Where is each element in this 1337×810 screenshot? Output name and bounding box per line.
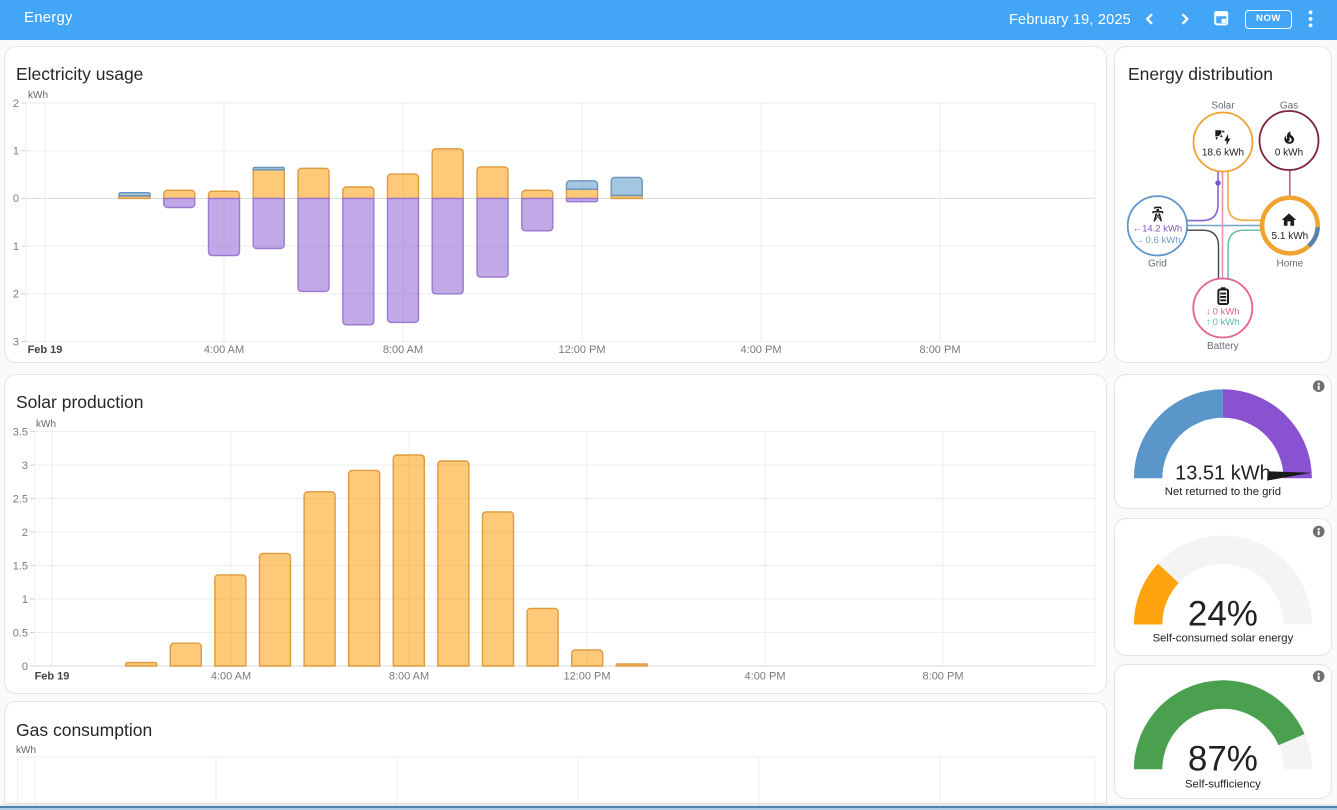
svg-text:Solar production: Solar production	[16, 392, 143, 412]
svg-text:4:00 AM: 4:00 AM	[211, 671, 251, 683]
svg-text:kWh: kWh	[28, 90, 48, 101]
svg-text:kWh: kWh	[36, 419, 56, 430]
svg-text:0.5: 0.5	[13, 627, 28, 639]
svg-text:12:00 PM: 12:00 PM	[563, 671, 610, 683]
svg-text:1: 1	[13, 241, 19, 253]
svg-text:13.51 kWh: 13.51 kWh	[1175, 463, 1271, 485]
svg-text:3: 3	[22, 460, 28, 472]
svg-text:2: 2	[13, 98, 19, 110]
svg-text:3.5: 3.5	[13, 426, 28, 438]
svg-text:Self-consumed solar energy: Self-consumed solar energy	[1153, 633, 1294, 645]
svg-text:8:00 PM: 8:00 PM	[920, 344, 961, 356]
svg-text:24%: 24%	[1188, 595, 1258, 634]
svg-text:Battery: Battery	[1207, 341, 1239, 352]
svg-text:→ 0.6 kWh: → 0.6 kWh	[1134, 235, 1180, 246]
svg-text:4:00 AM: 4:00 AM	[204, 344, 244, 356]
svg-text:Energy distribution: Energy distribution	[1128, 64, 1273, 84]
svg-text:Gas: Gas	[1280, 101, 1298, 112]
svg-text:0: 0	[22, 661, 28, 673]
svg-text:Feb 19: Feb 19	[35, 671, 70, 683]
svg-text:↓ 0 kWh: ↓ 0 kWh	[1206, 307, 1240, 318]
svg-text:0 kWh: 0 kWh	[1275, 147, 1303, 158]
svg-text:4:00 PM: 4:00 PM	[745, 671, 786, 683]
svg-text:8:00 AM: 8:00 AM	[383, 344, 423, 356]
svg-text:2: 2	[22, 527, 28, 539]
svg-text:18.6 kWh: 18.6 kWh	[1202, 147, 1244, 158]
svg-text:Electricity usage: Electricity usage	[16, 64, 143, 84]
svg-text:8:00 PM: 8:00 PM	[923, 671, 964, 683]
svg-text:87%: 87%	[1188, 740, 1258, 779]
svg-text:0: 0	[13, 193, 19, 205]
svg-text:2: 2	[13, 289, 19, 301]
svg-text:8:00 AM: 8:00 AM	[389, 671, 429, 683]
svg-text:←14.2 kWh: ←14.2 kWh	[1133, 224, 1183, 235]
svg-text:↑ 0 kWh: ↑ 0 kWh	[1206, 317, 1240, 328]
svg-text:Gas consumption: Gas consumption	[16, 720, 152, 740]
svg-text:kWh: kWh	[16, 745, 36, 756]
svg-text:2.5: 2.5	[13, 493, 28, 505]
svg-text:Home: Home	[1277, 259, 1304, 270]
svg-text:5.1 kWh: 5.1 kWh	[1272, 231, 1309, 242]
svg-text:Feb 19: Feb 19	[28, 344, 63, 356]
svg-text:Self-sufficiency: Self-sufficiency	[1185, 779, 1261, 791]
svg-text:12:00 PM: 12:00 PM	[558, 344, 605, 356]
svg-text:3: 3	[13, 336, 19, 348]
svg-text:1.5: 1.5	[13, 560, 28, 572]
svg-text:4:00 PM: 4:00 PM	[741, 344, 782, 356]
svg-text:1: 1	[22, 594, 28, 606]
svg-text:Net returned to the grid: Net returned to the grid	[1165, 486, 1281, 498]
svg-text:Solar: Solar	[1211, 101, 1235, 112]
svg-text:1: 1	[13, 146, 19, 158]
svg-text:Grid: Grid	[1148, 259, 1167, 270]
